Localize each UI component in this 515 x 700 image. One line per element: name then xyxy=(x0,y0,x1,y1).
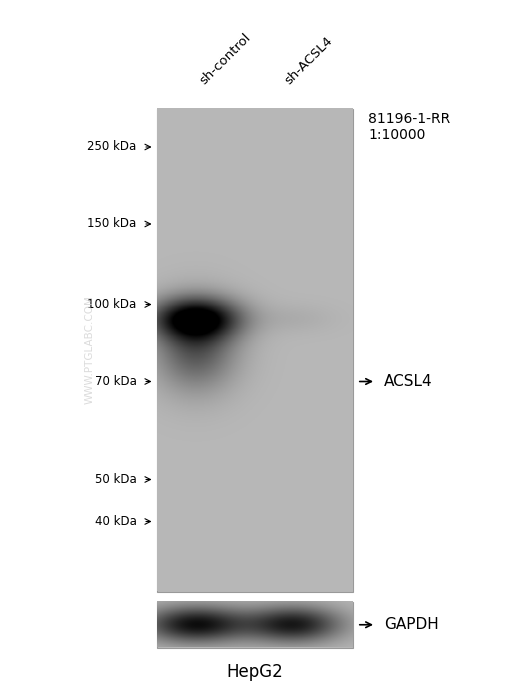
Text: 150 kDa: 150 kDa xyxy=(87,218,136,230)
Bar xyxy=(157,602,353,648)
Text: sh-ACSL4: sh-ACSL4 xyxy=(282,34,335,88)
Text: 50 kDa: 50 kDa xyxy=(95,473,136,486)
Text: 70 kDa: 70 kDa xyxy=(95,375,136,388)
Text: 40 kDa: 40 kDa xyxy=(95,515,136,528)
Bar xyxy=(157,108,353,592)
Text: WWW.PTGLABC.COM: WWW.PTGLABC.COM xyxy=(85,295,95,405)
Text: GAPDH: GAPDH xyxy=(384,617,438,632)
Text: HepG2: HepG2 xyxy=(227,663,283,681)
Text: ACSL4: ACSL4 xyxy=(384,374,432,389)
Text: 81196-1-RR
1:10000: 81196-1-RR 1:10000 xyxy=(368,112,451,142)
Text: 250 kDa: 250 kDa xyxy=(87,141,136,153)
Text: sh-control: sh-control xyxy=(197,32,253,88)
Text: 100 kDa: 100 kDa xyxy=(87,298,136,311)
